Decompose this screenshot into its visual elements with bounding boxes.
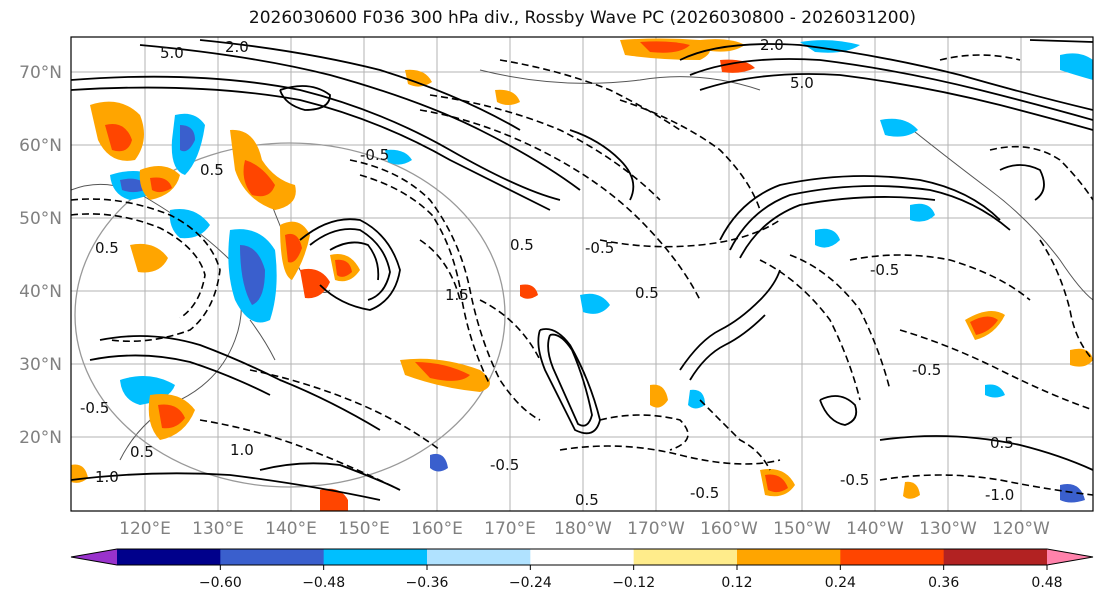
contour-label: -0.5 [870, 261, 899, 279]
contour-label: 5.0 [160, 44, 184, 62]
lon-label: 170°W [627, 519, 685, 539]
contour-label: 0.5 [635, 284, 659, 302]
colorbar-ticks: −0.60 −0.48 −0.36 −0.24 −0.12 0.12 0.24 0.36 0.4… [199, 565, 1063, 591]
contour-label: 2.0 [760, 36, 784, 54]
lon-label: 120°W [992, 519, 1050, 539]
lon-label: 120°E [119, 519, 171, 539]
lon-label: 160°E [411, 519, 463, 539]
colorbar-cell [943, 549, 1048, 565]
lon-label: 170°E [484, 519, 536, 539]
contour-label: 0.5 [95, 239, 119, 257]
colorbar-cell [840, 549, 945, 565]
colorbar-tick-label: −0.48 [302, 575, 345, 591]
colorbar-outline [70, 548, 1094, 566]
contour-label: -0.5 [690, 484, 719, 502]
lat-label: 30°N [19, 355, 62, 375]
contour-label: 2.0 [225, 38, 249, 56]
map-title: 2026030600 F036 300 hPa div., Rossby Wav… [248, 8, 917, 28]
colorbar-tick-label: 0.24 [825, 575, 856, 591]
contour-label: -0.5 [840, 471, 869, 489]
contour-label: -0.5 [490, 456, 519, 474]
lon-label: 140°W [846, 519, 904, 539]
contour-label: 0.5 [990, 434, 1014, 452]
contour-label: 1.5 [445, 286, 469, 304]
colorbar-tick-label: −0.24 [509, 575, 552, 591]
contour-label: -0.5 [585, 239, 614, 257]
contour-label: -0.5 [912, 361, 941, 379]
region-circle [74, 142, 506, 488]
colorbar-cell [323, 549, 428, 565]
lat-label: 70°N [19, 63, 62, 83]
colorbar-tick-label: −0.60 [199, 575, 242, 591]
colorbar-tick-label: 0.48 [1031, 575, 1062, 591]
longitude-labels: 120°E 130°E 140°E 150°E 160°E 170°E 180°… [119, 519, 1050, 539]
colorbar-tick-label: 0.12 [721, 575, 752, 591]
contour-label: 0.5 [575, 491, 599, 509]
colorbar-cell [737, 549, 841, 565]
map-area [71, 37, 1093, 511]
lon-label: 150°W [773, 519, 831, 539]
lon-label: 180°W [554, 519, 612, 539]
contour-label: 1.0 [230, 441, 254, 459]
contour-labels: 5.0 2.0 0.5 0.5 1.5 -0.5 0.5 -0.5 -0.5 0… [80, 36, 1014, 509]
colorbar-cell [633, 549, 738, 565]
negative-contours [71, 54, 1093, 496]
lat-label: 50°N [19, 209, 62, 229]
colorbar-tick-label: −0.36 [406, 575, 449, 591]
lon-label: 130°E [192, 519, 244, 539]
colorbar-cell [530, 549, 635, 565]
lat-label: 40°N [19, 282, 62, 302]
contour-label: 0.5 [510, 236, 534, 254]
divergence-shading [71, 38, 1093, 511]
contour-label: -1.0 [985, 486, 1014, 504]
lon-label: 130°W [919, 519, 977, 539]
lon-label: 140°E [265, 519, 317, 539]
lat-label: 20°N [19, 428, 62, 448]
lon-label: 160°W [700, 519, 758, 539]
contour-label: 5.0 [790, 74, 814, 92]
colorbar-extend-high [1047, 549, 1093, 565]
colorbar-cells [117, 549, 1048, 565]
contour-label: 0.5 [130, 443, 154, 461]
colorbar-extend-low [71, 549, 117, 565]
latitude-labels: 70°N 60°N 50°N 40°N 30°N 20°N [19, 63, 62, 448]
lat-label: 60°N [19, 136, 62, 156]
contour-label: -0.5 [360, 146, 389, 164]
colorbar-tick-label: 0.36 [928, 575, 959, 591]
contour-label: 1.0 [95, 468, 119, 486]
colorbar-cell [117, 549, 221, 565]
colorbar-tick-label: −0.12 [612, 575, 655, 591]
map-frame [70, 36, 1094, 512]
lon-label: 150°E [338, 519, 390, 539]
contour-label: 0.5 [200, 161, 224, 179]
contour-label: -0.5 [80, 399, 109, 417]
colorbar-cell [427, 549, 531, 565]
positive-contours [71, 39, 1093, 501]
colorbar-cell [220, 549, 325, 565]
colorbar: −0.60 −0.48 −0.36 −0.24 −0.12 0.12 0.24 0.36 0.4… [70, 548, 1094, 591]
